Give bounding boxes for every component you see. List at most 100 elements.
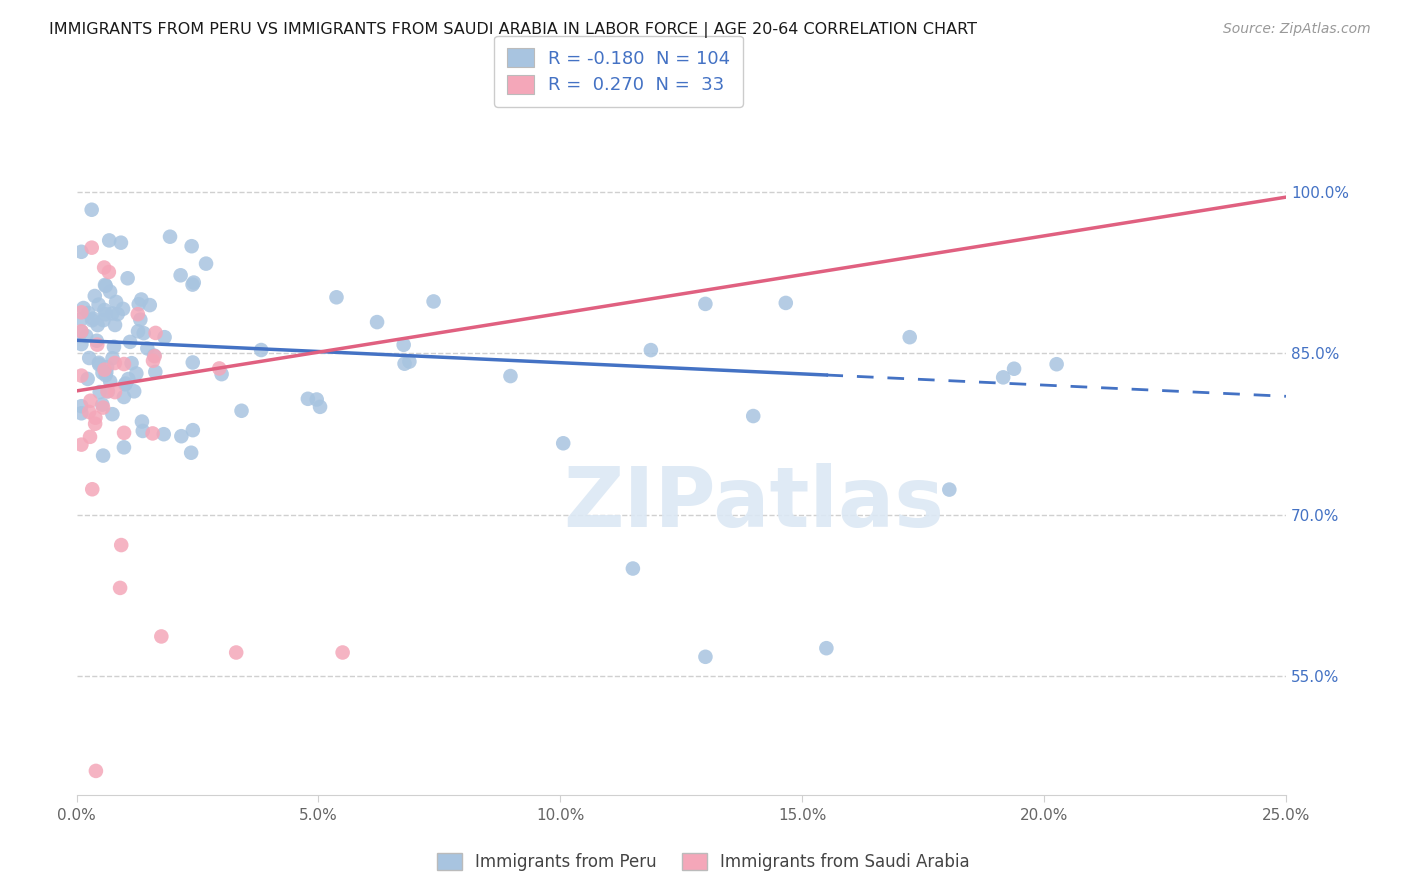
Point [70,368,93,383]
Point [553,436,575,450]
Point [112,357,135,371]
Point [742,409,765,423]
Text: ZIPatlas: ZIPatlas [564,464,945,544]
Point [101,407,124,421]
Point [183,276,205,290]
Point [98,285,121,299]
Point [309,400,332,414]
Point [143,365,166,379]
Point [993,370,1015,384]
Point [231,403,253,417]
Point [640,343,662,357]
Point [70,399,93,413]
Point [101,306,124,320]
Point [112,301,135,316]
Point [94,277,117,292]
Point [180,239,202,253]
Point [815,641,838,656]
Point [325,290,347,304]
Point [121,356,143,370]
Point [112,390,135,404]
Point [79,393,101,408]
Point [98,375,121,389]
Point [70,244,93,259]
Legend: Immigrants from Peru, Immigrants from Saudi Arabia: Immigrants from Peru, Immigrants from Sa… [429,845,977,880]
Point [153,330,176,344]
Point [82,313,104,327]
Point [87,297,110,311]
Point [392,338,415,352]
Point [117,271,139,285]
Point [84,417,107,431]
Point [70,325,93,339]
Point [110,538,132,552]
Point [82,482,104,496]
Point [75,329,97,343]
Point [105,294,128,309]
Point [70,324,93,338]
Point [70,406,93,420]
Point [129,312,152,326]
Point [91,366,114,380]
Point [107,307,129,321]
Point [139,298,162,312]
Point [114,377,136,392]
Point [94,278,117,293]
Point [112,440,135,454]
Point [181,423,204,437]
Point [96,384,118,399]
Point [83,289,105,303]
Point [104,318,127,332]
Point [76,372,98,386]
Point [181,277,204,292]
Text: Source: ZipAtlas.com: Source: ZipAtlas.com [1223,22,1371,37]
Point [938,483,960,497]
Point [94,307,117,321]
Point [394,357,416,371]
Point [398,354,420,368]
Point [72,301,94,315]
Point [1046,357,1069,371]
Point [305,392,328,407]
Point [84,764,107,778]
Point [110,235,132,250]
Point [77,351,100,365]
Point [97,265,120,279]
Point [108,581,131,595]
Point [297,392,319,406]
Point [104,356,127,370]
Point [86,334,108,348]
Point [128,297,150,311]
Point [87,358,110,372]
Point [125,367,148,381]
Point [898,330,921,344]
Point [695,297,717,311]
Point [250,343,273,357]
Point [170,429,193,443]
Point [180,446,202,460]
Point [101,351,124,366]
Point [136,342,159,356]
Point [208,361,231,376]
Point [775,296,797,310]
Point [132,424,155,438]
Point [422,294,444,309]
Legend: R = -0.180  N = 104, R =  0.270  N =  33: R = -0.180 N = 104, R = 0.270 N = 33 [494,36,744,107]
Point [145,326,167,340]
Point [143,349,166,363]
Point [89,385,111,400]
Point [695,649,717,664]
Text: IMMIGRANTS FROM PERU VS IMMIGRANTS FROM SAUDI ARABIA IN LABOR FORCE | AGE 20-64 : IMMIGRANTS FROM PERU VS IMMIGRANTS FROM … [49,22,977,38]
Point [131,415,153,429]
Point [91,401,114,415]
Point [98,234,121,248]
Point [79,430,101,444]
Point [70,305,93,319]
Point [181,355,204,369]
Point [70,337,93,351]
Point [77,405,100,419]
Point [195,257,218,271]
Point [332,645,354,659]
Point [1002,361,1025,376]
Point [131,293,153,307]
